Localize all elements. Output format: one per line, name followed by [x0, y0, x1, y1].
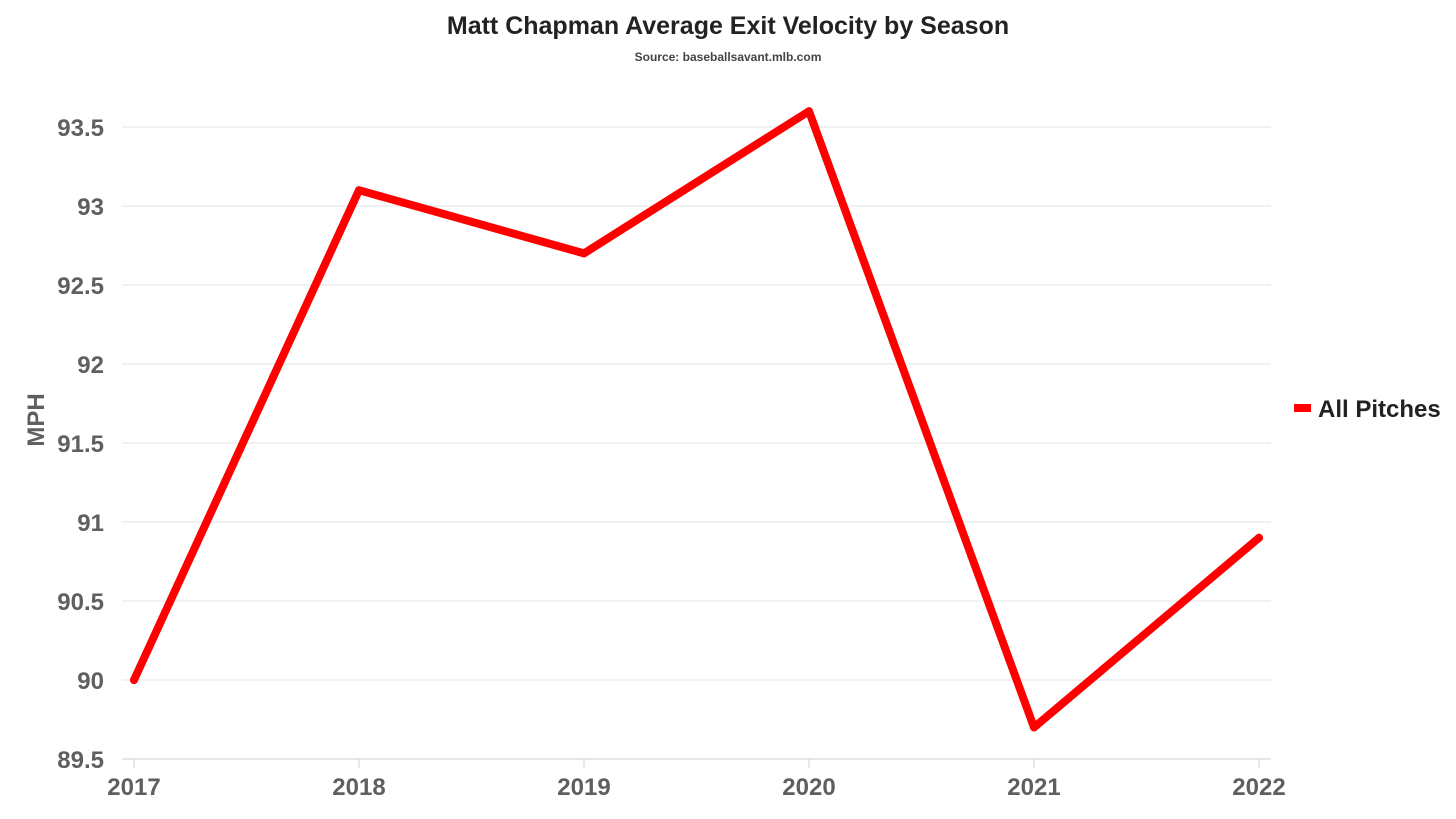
y-tick-label: 93 — [77, 194, 104, 221]
y-tick-label: 91.5 — [57, 431, 104, 458]
y-axis-ticks: 89.5 90 90.5 91 91.5 92 92.5 93 93.5 — [57, 115, 104, 774]
data-point — [355, 186, 363, 195]
y-tick-label: 90.5 — [57, 589, 104, 616]
data-point — [1030, 723, 1038, 732]
y-tick-label: 93.5 — [57, 115, 104, 142]
y-tick-label: 92 — [77, 352, 104, 379]
y-tick-label: 90 — [77, 668, 104, 695]
data-point — [1255, 533, 1263, 542]
chart-subtitle: Source: baseballsavant.mlb.com — [635, 50, 822, 64]
y-axis-label: MPH — [23, 393, 50, 446]
x-tick-label: 2022 — [1232, 774, 1285, 801]
x-tick-label: 2019 — [557, 774, 610, 801]
data-point — [580, 249, 588, 258]
x-tick-label: 2017 — [107, 774, 160, 801]
x-tick-label: 2020 — [782, 774, 835, 801]
x-tick-label: 2021 — [1007, 774, 1060, 801]
chart-title: Matt Chapman Average Exit Velocity by Se… — [447, 12, 1009, 40]
series-lines — [130, 107, 1263, 732]
x-tick-label: 2018 — [332, 774, 385, 801]
legend-label: All Pitches — [1318, 396, 1441, 423]
x-axis-ticks: 2017 2018 2019 2020 2021 2022 — [107, 759, 1286, 801]
series-line — [130, 107, 1263, 732]
gridlines — [122, 126, 1271, 760]
y-tick-label: 89.5 — [57, 747, 104, 774]
legend: All Pitches — [1294, 396, 1441, 423]
y-tick-label: 91 — [77, 510, 104, 537]
data-point — [805, 107, 813, 116]
y-tick-label: 92.5 — [57, 273, 104, 300]
data-point — [130, 676, 138, 684]
